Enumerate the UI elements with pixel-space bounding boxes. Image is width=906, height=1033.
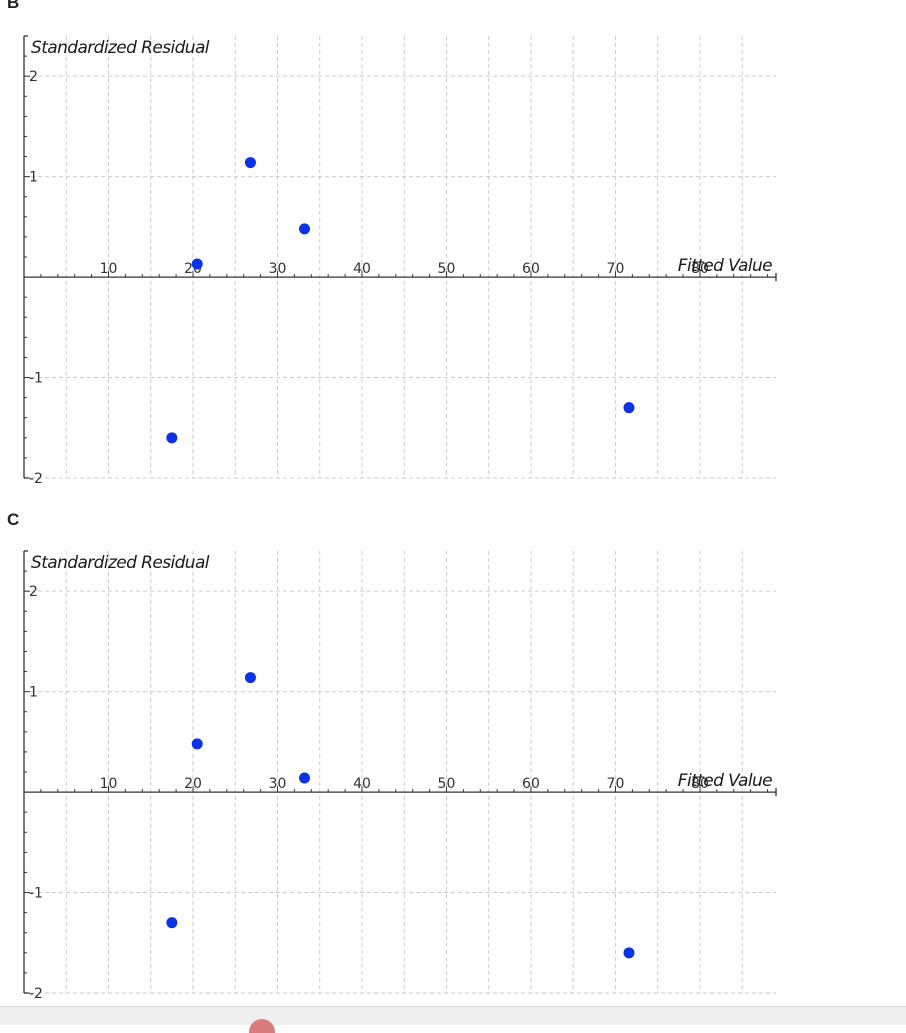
y-tick-label: -2 — [29, 471, 43, 487]
x-tick-label: 50 — [438, 261, 456, 277]
x-tick-label: 80 — [691, 261, 709, 277]
data-point — [623, 402, 635, 414]
x-axis-label: Fitted Value — [678, 256, 772, 276]
data-point — [244, 672, 256, 684]
y-tick-label: 2 — [29, 584, 38, 600]
data-point — [191, 738, 203, 750]
bottom-toolbar — [0, 1006, 906, 1033]
panel-label-b: B — [7, 0, 20, 12]
x-tick-label: 70 — [607, 261, 625, 277]
scatter-plot-c: 10 20 30 40 50 60 70 80 -2 -1 1 2 Standardized Resid… — [0, 545, 906, 1005]
scatter-plot-b: 10 20 30 40 50 60 70 80 -2 -1 1 2 Standardized Resid… — [0, 30, 906, 490]
data-point — [623, 947, 635, 959]
x-tick-label: 80 — [691, 776, 709, 792]
y-tick-label: 2 — [29, 69, 38, 85]
x-tick-label: 40 — [353, 261, 371, 277]
chart-svg: 10 20 30 40 50 60 70 80 -2 -1 1 2 Standardized Resid… — [23, 550, 777, 1002]
data-point — [166, 917, 178, 929]
y-tick-label: -2 — [29, 986, 43, 1002]
x-tick-label: 60 — [522, 776, 540, 792]
x-axis-label: Fitted Value — [678, 771, 772, 791]
x-tick-label: 50 — [438, 776, 456, 792]
x-tick-label: 20 — [184, 776, 202, 792]
x-tick-label: 30 — [269, 261, 287, 277]
data-point — [191, 258, 203, 270]
panel-label-c: C — [7, 510, 20, 529]
y-tick-label: -1 — [29, 886, 43, 902]
x-tick-label: 60 — [522, 261, 540, 277]
data-point — [244, 157, 256, 169]
y-tick-label: 1 — [29, 685, 38, 701]
y-tick-label: -1 — [29, 371, 43, 387]
y-tick-label: 1 — [29, 170, 38, 186]
x-tick-label: 40 — [353, 776, 371, 792]
x-tick-label: 30 — [269, 776, 287, 792]
x-tick-label: 70 — [607, 776, 625, 792]
x-tick-label: 10 — [100, 776, 118, 792]
data-point — [166, 432, 178, 444]
record-button[interactable] — [249, 1019, 275, 1033]
data-point — [299, 223, 311, 235]
x-tick-label: 10 — [100, 261, 118, 277]
y-axis-label: Standardized Residual — [31, 553, 210, 573]
data-point — [299, 772, 311, 784]
y-axis-label: Standardized Residual — [31, 38, 210, 58]
